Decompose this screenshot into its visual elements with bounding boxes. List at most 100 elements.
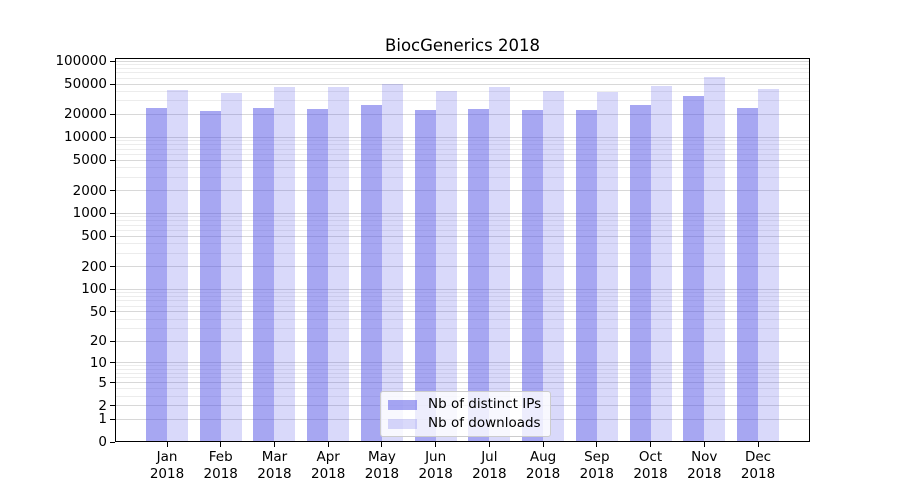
gridline-major xyxy=(115,113,810,115)
legend-label-downloads: Nb of downloads xyxy=(428,415,541,431)
bar-nb-of-downloads-jun xyxy=(435,90,457,442)
y-tick-mark xyxy=(110,136,115,138)
y-tick-mark xyxy=(110,159,115,161)
bar-nb-of-distinct-ips-aug xyxy=(522,109,544,442)
gridline-minor xyxy=(115,388,810,390)
gridline-major xyxy=(115,288,810,290)
y-tick-label: 1 xyxy=(98,411,107,428)
y-tick-label: 5000 xyxy=(72,152,107,169)
y-tick-label: 10000 xyxy=(64,129,107,146)
gridline-minor xyxy=(115,305,810,307)
y-tick-mark xyxy=(110,362,115,364)
bar-nb-of-distinct-ips-jan xyxy=(146,108,167,442)
x-tick-label: Jan 2018 xyxy=(149,449,185,482)
y-tick-mark xyxy=(110,418,115,420)
x-tick-label: Apr 2018 xyxy=(310,449,346,482)
gridline-minor xyxy=(115,372,810,374)
x-tick-mark xyxy=(596,442,598,447)
gridline-major xyxy=(115,235,810,237)
gridline-minor xyxy=(115,377,810,379)
bar-nb-of-downloads-apr xyxy=(328,87,350,442)
bar-nb-of-distinct-ips-jun xyxy=(414,109,436,442)
gridline-minor xyxy=(115,90,810,92)
y-tick-label: 20000 xyxy=(64,106,107,123)
y-tick-mark xyxy=(110,382,115,384)
gridline-minor xyxy=(115,368,810,370)
gridline-major xyxy=(115,212,810,214)
gridline-minor xyxy=(115,144,810,146)
bar-nb-of-distinct-ips-oct xyxy=(629,105,651,442)
bar-nb-of-distinct-ips-feb xyxy=(199,110,221,442)
gridline-minor xyxy=(115,296,810,298)
y-tick-label: 5 xyxy=(98,374,107,391)
bar-nb-of-downloads-jan xyxy=(167,90,188,442)
gridline-minor xyxy=(115,72,810,74)
x-tick-label: Aug 2018 xyxy=(525,449,561,482)
bar-nb-of-downloads-dec xyxy=(758,88,779,442)
bar-nb-of-distinct-ips-sep xyxy=(575,110,597,442)
gridline-minor xyxy=(115,100,810,102)
legend-item-downloads: Nb of downloads xyxy=(388,416,541,431)
x-tick-label: Oct 2018 xyxy=(633,449,668,482)
x-tick-mark xyxy=(542,442,544,447)
legend-swatch-downloads xyxy=(388,418,417,429)
gridline-major xyxy=(115,190,810,192)
x-tick-label: Nov 2018 xyxy=(687,449,722,482)
y-tick-mark xyxy=(110,190,115,192)
y-tick-label: 1000 xyxy=(72,205,107,222)
gridline-major xyxy=(115,136,810,138)
bar-nb-of-distinct-ips-mar xyxy=(253,107,275,442)
bar-nb-of-downloads-oct xyxy=(650,86,672,442)
gridline-major xyxy=(115,311,810,313)
x-tick-mark xyxy=(273,442,275,447)
gridline-minor xyxy=(115,224,810,226)
gridline-major xyxy=(115,159,810,161)
gridline-minor xyxy=(115,167,810,169)
chart-title: BiocGenerics 2018 xyxy=(385,36,540,55)
legend-item-distinct-ips: Nb of distinct IPs xyxy=(388,397,541,412)
y-tick-label: 50 xyxy=(89,303,107,320)
y-tick-mark xyxy=(110,340,115,342)
gridline-minor xyxy=(115,153,810,155)
gridline-minor xyxy=(115,64,810,66)
x-tick-mark xyxy=(435,442,437,447)
y-tick-label: 20 xyxy=(89,333,107,350)
legend-swatch-distinct-ips xyxy=(388,399,417,410)
x-tick-label: Sep 2018 xyxy=(579,449,614,482)
bar-nb-of-downloads-feb xyxy=(220,92,242,442)
x-tick-mark xyxy=(757,442,759,447)
bar-nb-of-downloads-jul xyxy=(489,87,511,442)
gridline-minor xyxy=(115,252,810,254)
x-tick-label: Mar 2018 xyxy=(257,449,292,482)
y-tick-label: 0 xyxy=(98,434,107,450)
gridline-minor xyxy=(115,77,810,79)
bar-nb-of-downloads-aug xyxy=(543,91,565,442)
x-tick-label: Jun 2018 xyxy=(418,449,453,482)
bar-nb-of-downloads-mar xyxy=(274,86,296,442)
y-tick-mark xyxy=(110,405,115,407)
y-tick-label: 100 xyxy=(81,281,107,298)
y-tick-label: 100000 xyxy=(55,53,107,70)
bar-nb-of-distinct-ips-may xyxy=(360,105,382,442)
x-tick-label: May 2018 xyxy=(364,449,400,482)
y-tick-label: 2 xyxy=(98,397,107,414)
x-tick-mark xyxy=(650,442,652,447)
x-tick-mark xyxy=(703,442,705,447)
bar-nb-of-downloads-sep xyxy=(596,91,618,442)
y-tick-mark xyxy=(110,60,115,62)
y-tick-mark xyxy=(110,266,115,268)
gridline-minor xyxy=(115,292,810,294)
gridline-major xyxy=(115,382,810,384)
bar-nb-of-distinct-ips-apr xyxy=(307,109,329,442)
gridline-minor xyxy=(115,148,810,150)
gridline-minor xyxy=(115,229,810,231)
gridline-minor xyxy=(115,365,810,367)
bar-nb-of-distinct-ips-nov xyxy=(683,95,705,442)
gridline-minor xyxy=(115,68,810,70)
legend-label-distinct-ips: Nb of distinct IPs xyxy=(428,396,542,412)
gridline-minor xyxy=(115,300,810,302)
x-tick-label: Jul 2018 xyxy=(472,449,507,482)
gridline-major xyxy=(115,340,810,342)
gridline-minor xyxy=(115,176,810,178)
